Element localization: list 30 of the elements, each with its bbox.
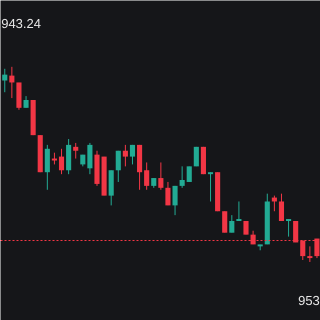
candlestick xyxy=(194,146,199,167)
candlestick xyxy=(80,154,86,167)
candlestick xyxy=(52,152,57,165)
candlestick xyxy=(9,66,14,99)
text: 953 xyxy=(298,292,320,308)
candlestick xyxy=(58,148,64,175)
candlestick xyxy=(229,214,234,234)
candlestick xyxy=(172,185,178,216)
candlestick xyxy=(208,172,214,202)
candlestick xyxy=(116,150,121,182)
candlestick xyxy=(180,166,185,188)
candlestick xyxy=(278,193,284,222)
candlestick xyxy=(236,200,242,222)
candlestick xyxy=(144,162,150,190)
candlestick xyxy=(73,142,78,160)
candlestick xyxy=(186,166,192,182)
candlestick xyxy=(23,96,29,108)
candlestick xyxy=(307,246,312,262)
candlestick xyxy=(87,142,92,175)
candlestick xyxy=(165,181,171,206)
candlestick xyxy=(272,195,277,212)
text: 943.24 xyxy=(1,16,41,31)
candlestick xyxy=(222,210,228,234)
candlestick xyxy=(122,144,128,167)
candlestick xyxy=(158,162,164,190)
candlestick xyxy=(151,178,156,188)
candlestick xyxy=(286,218,292,238)
candlestick xyxy=(130,144,136,165)
candlestick xyxy=(2,68,8,93)
candlestick xyxy=(44,144,50,190)
